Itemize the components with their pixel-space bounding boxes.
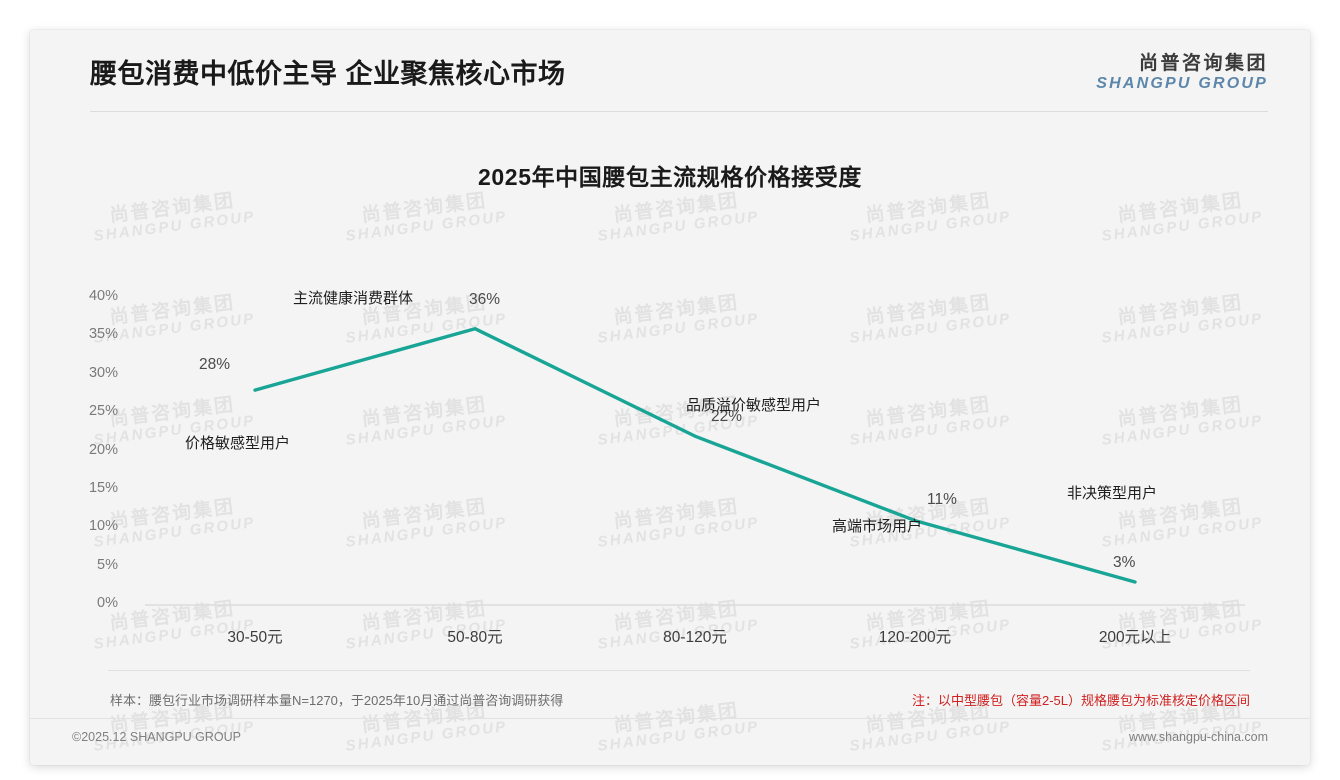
y-axis-tick-label: 35% [88,326,118,343]
y-axis-tick-label: 0% [97,595,118,611]
data-point-label: 3% [1113,553,1136,571]
watermark: 尚普咨询集团 SHANGPU GROUP [848,190,1013,246]
watermark: 尚普咨询集团 SHANGPU GROUP [596,700,761,756]
brand-logo-en: SHANGPU GROUP [1096,75,1268,93]
data-point-label: 11% [927,490,957,508]
watermark-layer: 尚普咨询集团 SHANGPU GROUP 尚普咨询集团 SHANGPU GROUP 尚普… [30,30,1310,765]
website-link[interactable]: www.shangpu-china.com [1129,730,1268,744]
watermark: 尚普咨询集团 SHANGPU GROUP [596,496,761,552]
data-series-line [253,327,1137,584]
series-annotation: 主流健康消费群体 [293,290,414,307]
data-point-label: 28% [199,356,231,374]
slide-header: 腰包消费中低价主导 企业聚焦核心市场 尚普咨询集团 SHANGPU GROUP [30,30,1310,112]
series-annotation: 价格敏感型用户 [185,435,291,452]
x-axis-tick-label: 200元以上 [1098,629,1172,646]
series-annotation: 高端市场用户 [832,518,923,535]
x-axis-tick-label: 30-50元 [227,629,283,646]
y-axis-tick-label: 5% [97,556,118,573]
data-point-label: 36% [469,290,501,308]
y-axis-tick-label: 15% [88,479,118,496]
watermark: 尚普咨询集团 SHANGPU GROUP [848,394,1013,450]
chart-title: 2025年中国腰包主流规格价格接受度 [478,164,862,190]
watermark: 尚普咨询集团 SHANGPU GROUP [1100,292,1265,348]
y-axis-tick-label: 25% [88,403,118,420]
methodology-note: 注：以中型腰包（容量2-5L）规格腰包为标准核定价格区间 [911,693,1250,708]
bottom-divider [30,718,1310,719]
brand-logo-cn: 尚普咨询集团 [1138,53,1268,74]
watermark: 尚普咨询集团 SHANGPU GROUP [596,190,761,246]
x-axis-tick-label: 120-200元 [878,629,952,646]
x-axis-tick-label: 50-80元 [447,629,503,646]
watermark: 尚普咨询集团 SHANGPU GROUP [1100,394,1265,450]
watermark: 尚普咨询集团 SHANGPU GROUP [848,292,1013,348]
watermark: 尚普咨询集团 SHANGPU GROUP [344,190,509,246]
series-annotation: 非决策型用户 [1067,485,1158,502]
y-axis-tick-label: 40% [88,288,118,304]
x-axis-tick-label: 80-120元 [663,629,727,646]
page-title: 腰包消费中低价主导 企业聚焦核心市场 [90,59,566,89]
y-axis-tick-label: 10% [88,518,118,535]
copyright-text: ©2025.12 SHANGPU GROUP [72,730,241,744]
header-divider [90,111,1268,112]
brand-logo: 尚普咨询集团 SHANGPU GROUP [1096,53,1268,94]
watermark: 尚普咨询集团 SHANGPU GROUP [344,394,509,450]
watermark: 尚普咨询集团 SHANGPU GROUP [344,496,509,552]
watermark: 尚普咨询集团 SHANGPU GROUP [92,190,257,246]
watermark: 尚普咨询集团 SHANGPU GROUP [1100,190,1265,246]
footnote-divider [108,670,1250,671]
sample-note: 样本：腰包行业市场调研样本量N=1270，于2025年10月通过尚普咨询调研获得 [110,693,564,708]
watermark: 尚普咨询集团 SHANGPU GROUP [596,292,761,348]
slide-card: 尚普咨询集团 SHANGPU GROUP 尚普咨询集团 SHANGPU GROUP 尚普… [30,30,1310,765]
series-annotation: 品质溢价敏感型用户 [686,397,822,414]
line-chart [145,327,1245,606]
y-axis-tick-label: 20% [88,441,118,458]
y-axis-tick-label: 30% [88,364,118,381]
